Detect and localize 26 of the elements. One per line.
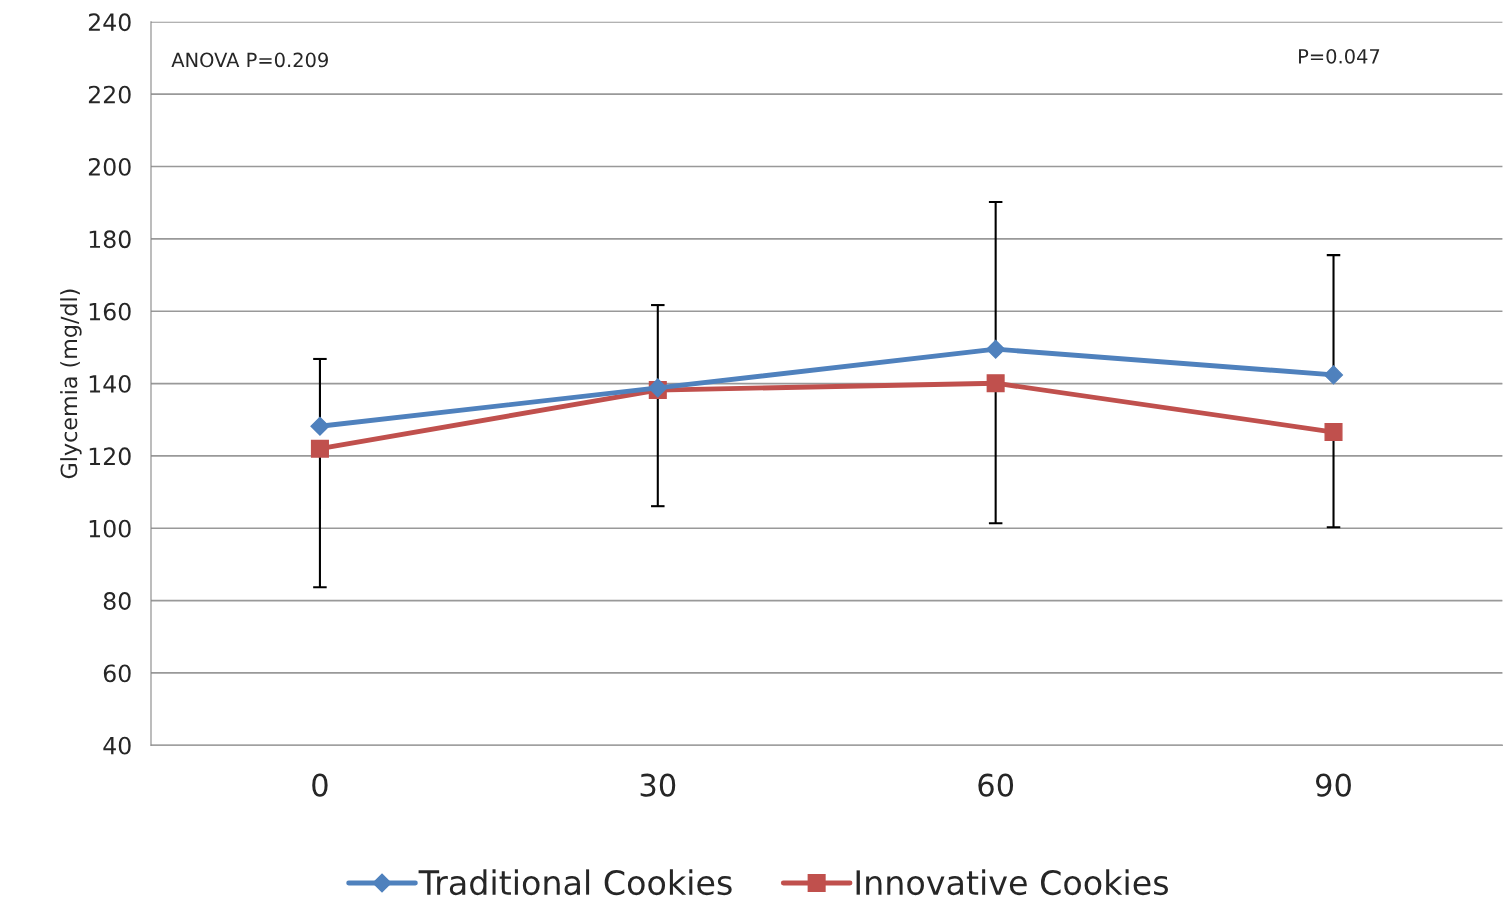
y-tick-label: 140 bbox=[89, 375, 131, 393]
y-tick-label: 120 bbox=[89, 447, 131, 466]
point bbox=[310, 439, 329, 458]
y-tick-label: 240 bbox=[88, 13, 131, 32]
point bbox=[310, 416, 330, 436]
point bbox=[1323, 365, 1344, 385]
y-tick-label: 200 bbox=[88, 157, 131, 176]
point bbox=[986, 339, 1006, 359]
y-tick-label: 60 bbox=[103, 664, 131, 683]
x-tick-label: 30 bbox=[640, 773, 676, 797]
y-tick-label: 100 bbox=[89, 519, 131, 538]
y-tick-label: 80 bbox=[103, 592, 131, 610]
x-tick-label: 0 bbox=[312, 773, 328, 797]
x-tick-label: 90 bbox=[1316, 773, 1351, 797]
x-tick-label: 60 bbox=[978, 773, 1014, 797]
y-tick-label: 220 bbox=[88, 85, 131, 104]
point bbox=[986, 374, 1005, 393]
point bbox=[1324, 423, 1343, 442]
legend-label: Traditional Cookies bbox=[418, 869, 732, 896]
y-tick-label: 180 bbox=[89, 230, 131, 249]
y-tick-label: 40 bbox=[103, 736, 131, 755]
annotation: ANOVA P=0.209 bbox=[171, 52, 328, 68]
legend-label: Innovative Cookies bbox=[856, 869, 1168, 896]
y-axis-title: Glycemia (mg/dl) bbox=[60, 289, 82, 479]
annotation: P=0.047 bbox=[1299, 48, 1380, 64]
y-tick-label: 160 bbox=[89, 302, 131, 321]
